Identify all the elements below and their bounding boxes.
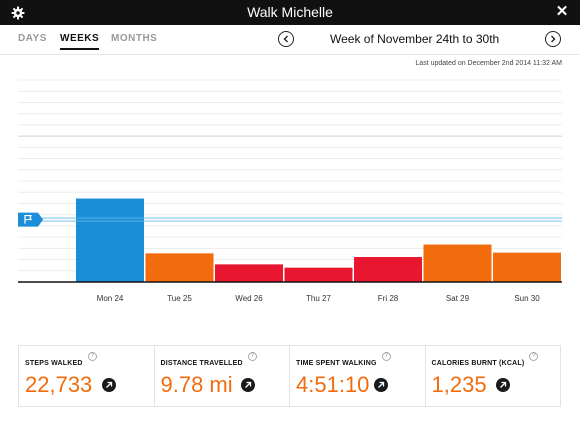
stat-distance: DISTANCE TRAVELLED? 9.78 mi [155, 346, 290, 406]
next-week-button[interactable] [545, 31, 561, 47]
chevron-left-icon [283, 35, 288, 43]
gear-icon[interactable] [10, 5, 26, 21]
arrow-up-right-icon[interactable] [495, 378, 510, 392]
chart-bar [493, 252, 561, 282]
x-tick-label: Fri 28 [378, 294, 399, 303]
close-icon[interactable]: ✕ [555, 3, 569, 20]
stat-calories: CALORIES BURNT (KCAL)? 1,235 [426, 346, 561, 406]
tab-days[interactable]: DAYS [18, 33, 47, 44]
help-icon[interactable]: ? [247, 352, 257, 361]
chart-bar [284, 267, 353, 282]
chart-bar [145, 253, 214, 282]
stat-label: CALORIES BURNT (KCAL) [431, 360, 525, 367]
steps-bar-chart: Mon 24 Tue 25 Wed 26 Thu 27 Fri 28 Sat 29 Sun … [18, 79, 562, 303]
x-tick-label: Sat 29 [446, 294, 470, 303]
chart-bar [215, 264, 283, 282]
window-title: Walk Michelle [247, 4, 333, 20]
week-title: Week of November 24th to 30th [330, 32, 500, 46]
period-nav: DAYS WEEKS MONTHS Week of November 24th … [0, 25, 580, 55]
stat-label: STEPS WALKED [25, 360, 83, 367]
stat-value: 9.78 mi [160, 372, 233, 397]
x-tick-label: Tue 25 [167, 294, 192, 303]
last-updated: Last updated on December 2nd 2014 11:32 … [415, 60, 562, 67]
stat-label: DISTANCE TRAVELLED [160, 360, 243, 367]
previous-week-button[interactable] [278, 31, 294, 47]
stat-steps: STEPS WALKED? 22,733 [19, 346, 155, 406]
help-icon[interactable]: ? [529, 352, 539, 361]
stats-panel: STEPS WALKED? 22,733 DISTANCE TRAVELLED?… [18, 345, 561, 407]
x-tick-label: Thu 27 [306, 294, 331, 303]
chart-bar [76, 198, 144, 282]
stat-time: TIME SPENT WALKING? 4:51:10 [290, 346, 426, 406]
flag-glyph [24, 214, 32, 224]
stat-value: 22,733 [25, 372, 93, 397]
stat-value: 4:51:10 [296, 372, 370, 397]
chart-bar [423, 244, 492, 282]
help-icon[interactable]: ? [87, 352, 97, 361]
x-tick-label: Sun 30 [514, 294, 540, 303]
chevron-right-icon [551, 35, 556, 43]
x-tick-label: Wed 26 [235, 294, 263, 303]
x-tick-label: Mon 24 [97, 294, 124, 303]
chart-bar [354, 257, 422, 282]
stat-label: TIME SPENT WALKING [296, 360, 377, 367]
arrow-up-right-icon[interactable] [102, 378, 116, 392]
arrow-up-right-icon[interactable] [374, 378, 388, 392]
title-bar: Walk Michelle ✕ [0, 0, 580, 25]
tab-weeks[interactable]: WEEKS [60, 33, 100, 50]
tab-months[interactable]: MONTHS [111, 33, 158, 44]
arrow-up-right-icon[interactable] [240, 378, 255, 392]
stat-value: 1,235 [431, 372, 487, 397]
help-icon[interactable]: ? [381, 352, 391, 361]
